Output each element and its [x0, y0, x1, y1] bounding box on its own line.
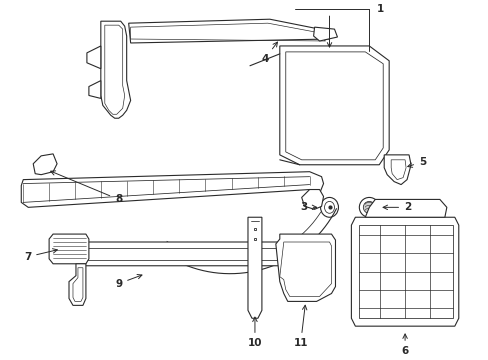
Ellipse shape: [359, 197, 379, 217]
Text: 5: 5: [407, 157, 426, 167]
Polygon shape: [78, 242, 303, 266]
Polygon shape: [313, 27, 337, 41]
Polygon shape: [21, 172, 323, 207]
Polygon shape: [128, 19, 329, 43]
Text: 6: 6: [401, 334, 408, 356]
Polygon shape: [365, 199, 446, 217]
Polygon shape: [384, 155, 410, 185]
Ellipse shape: [324, 201, 334, 213]
Polygon shape: [69, 264, 86, 305]
Ellipse shape: [363, 201, 374, 213]
Polygon shape: [279, 46, 388, 165]
Polygon shape: [49, 234, 89, 264]
Text: 2: 2: [382, 202, 410, 212]
Text: 1: 1: [376, 4, 384, 14]
Polygon shape: [247, 217, 262, 318]
Text: 7: 7: [24, 249, 57, 262]
Text: 3: 3: [300, 202, 316, 212]
Text: 8: 8: [51, 171, 122, 204]
Text: 9: 9: [115, 274, 142, 289]
Polygon shape: [351, 217, 458, 326]
Text: 4: 4: [261, 42, 277, 64]
Text: 10: 10: [247, 317, 262, 348]
Polygon shape: [89, 81, 101, 98]
Polygon shape: [301, 189, 323, 209]
Polygon shape: [87, 46, 101, 69]
Polygon shape: [33, 154, 57, 175]
Text: 11: 11: [293, 305, 307, 348]
Polygon shape: [101, 21, 130, 118]
Polygon shape: [283, 266, 303, 285]
Polygon shape: [275, 234, 335, 301]
Ellipse shape: [320, 197, 338, 217]
